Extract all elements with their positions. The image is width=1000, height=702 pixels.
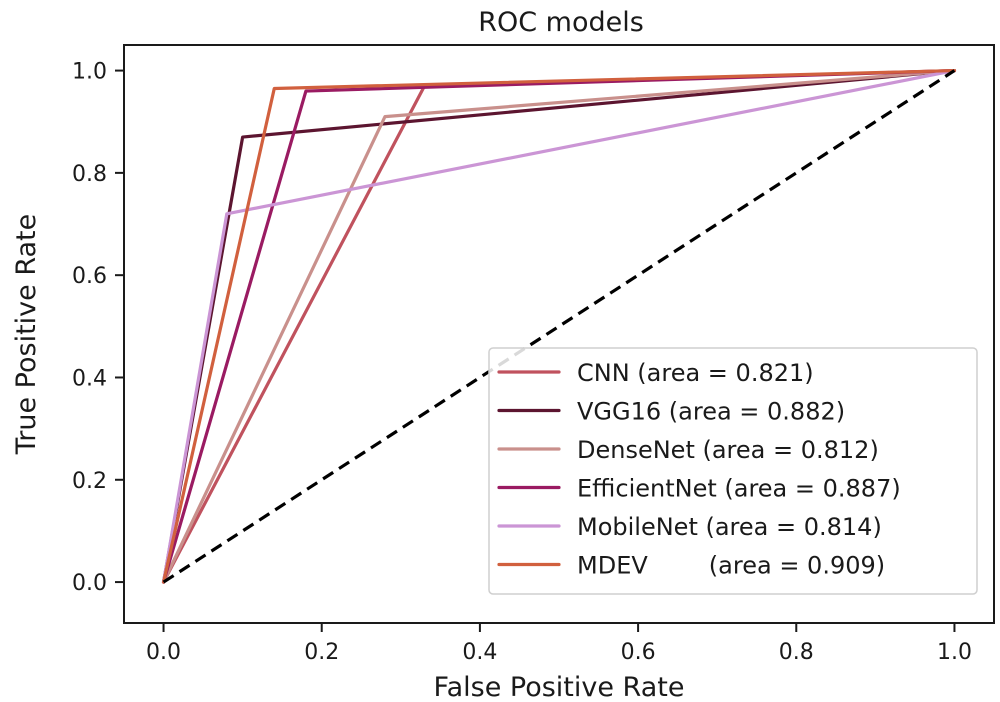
legend-label-densenet: DenseNet (area = 0.812): [577, 436, 879, 464]
chart-title: ROC models: [478, 7, 644, 38]
y-axis-label: True Positive Rate: [11, 214, 42, 456]
x-axis-label: False Positive Rate: [434, 672, 685, 702]
y-tick-label: 0.4: [72, 366, 107, 391]
x-tick-label: 0.6: [621, 640, 656, 665]
legend-label-cnn: CNN (area = 0.821): [577, 359, 814, 387]
ticks-layer: 0.0 0.2 0.4 0.6 0.8 1.0 0.0 0.2 0.4 0.6 0.8 1.0: [72, 60, 972, 665]
y-tick-label: 0.0: [72, 571, 107, 596]
y-tick-label: 0.6: [72, 264, 107, 289]
y-tick-label: 1.0: [72, 60, 107, 85]
y-tick-label: 0.8: [72, 162, 107, 187]
roc-curve-mobilenet: [161, 68, 957, 584]
legend-box: [488, 347, 978, 595]
legend-label-vgg16: VGG16 (area = 0.882): [577, 398, 845, 426]
series-layer: [161, 68, 957, 584]
axes-frame: [123, 44, 995, 624]
x-tick-label: 0.0: [146, 640, 181, 665]
x-tick-label: 0.8: [779, 640, 814, 665]
roc-curve-densenet: [161, 68, 957, 584]
x-tick-label: 0.2: [304, 640, 339, 665]
legend-label-mdev: MDEV (area = 0.909): [577, 552, 885, 580]
x-tick-label: 0.4: [462, 640, 497, 665]
chance-diagonal-line: [162, 69, 956, 584]
x-tick-label: 1.0: [937, 640, 972, 665]
legend-label-mobilenet: MobileNet (area = 0.814): [577, 513, 882, 541]
plot-area: 0.0 0.2 0.4 0.6 0.8 1.0 0.0 0.2 0.4 0.6 0.8 1.0: [72, 44, 995, 665]
legend-label-efficientnet: EfficientNet (area = 0.887): [577, 475, 901, 503]
roc-curve-mdev: [161, 68, 957, 584]
legend: CNN (area = 0.821) VGG16 (area = 0.882) De…: [488, 347, 978, 595]
y-tick-label: 0.2: [72, 469, 107, 494]
